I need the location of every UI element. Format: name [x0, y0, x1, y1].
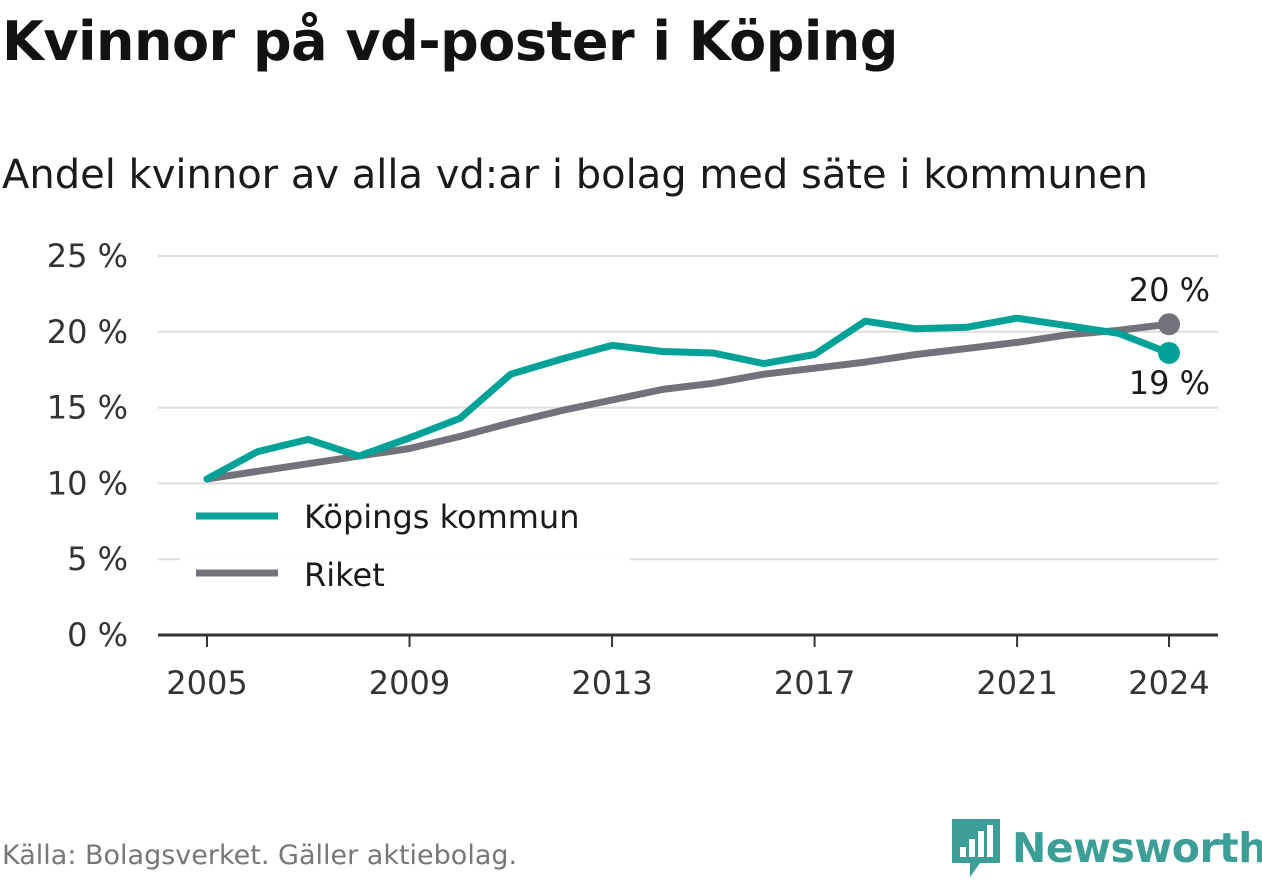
- y-tick-label: 25 %: [47, 237, 128, 275]
- x-tick-label: 2024: [1128, 664, 1209, 702]
- source-note: Källa: Bolagsverket. Gäller aktiebolag.: [2, 840, 518, 871]
- y-tick-label: 10 %: [47, 464, 128, 502]
- chart-subtitle: Andel kvinnor av alla vd:ar i bolag med …: [2, 152, 1148, 198]
- y-tick-label: 0 %: [67, 616, 128, 654]
- end-label-kopings-kommun: 19 %: [1129, 364, 1210, 402]
- x-tick-label: 2009: [369, 664, 450, 702]
- series-line-kopings-kommun: [203, 314, 1173, 483]
- brand-logo: Newsworthy: [950, 816, 1262, 880]
- legend-background: [180, 486, 630, 598]
- legend-label-riket: Riket: [304, 556, 385, 594]
- bar-chart-speech-bubble-icon: [952, 819, 1000, 877]
- y-tick-label: 5 %: [67, 540, 128, 578]
- y-tick-label: 20 %: [47, 313, 128, 351]
- x-tick-label: 2021: [976, 664, 1057, 702]
- end-point-kopings-kommun: [1158, 342, 1180, 365]
- x-tick-label: 2017: [774, 664, 855, 702]
- series-layer: 19 % 20 %: [203, 271, 1210, 483]
- y-axis-ticks: 0 % 5 % 10 % 15 % 20 % 25 %: [47, 237, 128, 654]
- end-label-riket: 20 %: [1129, 271, 1210, 309]
- brand-name: Newsworthy: [1012, 824, 1262, 872]
- x-axis-ticks: 2005 2009 2013 2017 2021 2024: [158, 633, 1218, 702]
- x-tick-label: 2013: [571, 664, 652, 702]
- y-tick-label: 15 %: [47, 389, 128, 427]
- chart-title: Kvinnor på vd-poster i Köping: [2, 10, 898, 73]
- end-point-riket: [1158, 313, 1180, 336]
- legend: Köpings kommun Riket: [180, 486, 630, 598]
- x-tick-label: 2005: [166, 664, 247, 702]
- legend-label-kopings-kommun: Köpings kommun: [304, 498, 579, 536]
